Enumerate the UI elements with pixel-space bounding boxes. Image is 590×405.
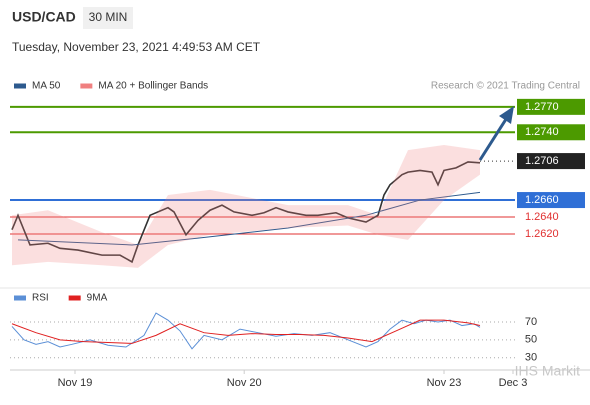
legend-swatch: [14, 295, 26, 301]
level-box: [517, 98, 585, 115]
level-box: [517, 153, 585, 170]
legend-swatch: [68, 295, 81, 301]
legend-swatch: [14, 83, 26, 89]
legend-swatch: [80, 83, 93, 89]
series-line: [17, 191, 481, 246]
x-tick-label: Nov 19: [58, 377, 93, 389]
level-label: 1.2770: [525, 101, 559, 113]
level-label: 1.2620: [525, 228, 559, 240]
interval: 30 MIN: [89, 10, 128, 24]
level-box: [517, 124, 585, 141]
series-line: [11, 312, 481, 350]
y-tick-label: 50: [525, 334, 537, 346]
plot-layer: 1.2770 1.2740 1.2706 1.2660 1.2640 1.2620 MA 5…: [10, 81, 585, 389]
legend-label: RSI: [32, 293, 49, 304]
interval-box: [83, 7, 133, 29]
watermark: IHS Markit: [515, 363, 580, 379]
y-tick-label: 30: [525, 352, 537, 364]
timestamp: Tuesday, November 23, 2021 4:49:53 AM CE…: [12, 40, 261, 54]
forecast-arrow: [478, 115, 510, 161]
level-label: 1.2706: [525, 155, 559, 167]
legend-label: 9MA: [87, 293, 108, 304]
credit: Research © 2021 Trading Central: [431, 81, 580, 92]
bollinger-band: [12, 144, 480, 268]
level-label: 1.2640: [525, 211, 559, 223]
x-tick-label: Dec 3: [499, 377, 528, 389]
symbol: USD/CAD: [12, 9, 76, 25]
y-tick-label: 70: [525, 316, 537, 328]
series-line: [11, 319, 481, 344]
x-tick-label: Nov 23: [427, 377, 462, 389]
forecast-arrow-head: [499, 106, 514, 124]
series-line: [11, 161, 481, 264]
level-box: [517, 192, 585, 209]
legend-label: MA 50: [32, 81, 61, 92]
legend-label: MA 20 + Bollinger Bands: [98, 81, 208, 92]
level-label: 1.2740: [525, 126, 559, 138]
level-label: 1.2660: [525, 194, 559, 206]
x-tick-label: Nov 20: [227, 377, 262, 389]
